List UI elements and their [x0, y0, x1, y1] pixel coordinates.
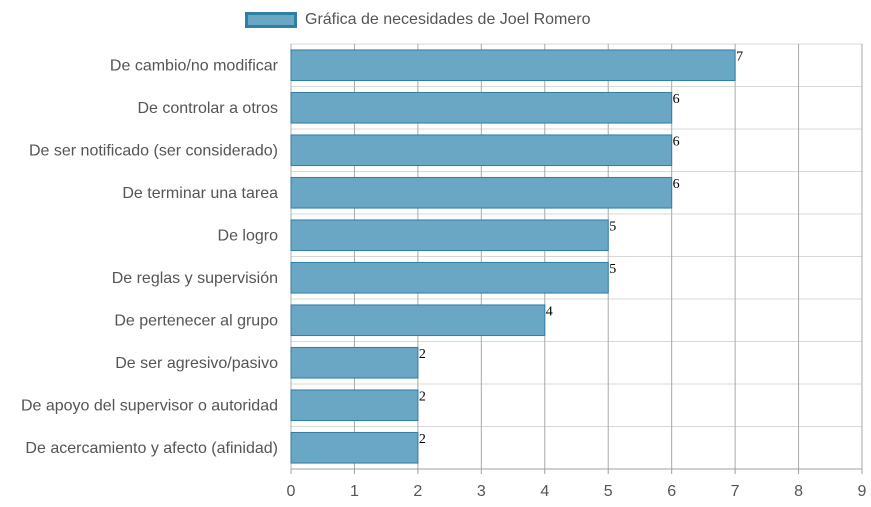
data-label: 6 [673, 177, 680, 192]
bar [290, 304, 546, 337]
x-tick-label: 9 [858, 483, 867, 500]
data-label: 5 [609, 262, 616, 277]
bar [290, 389, 419, 422]
data-label: 2 [419, 389, 426, 404]
category-label: De reglas y supervisión [112, 270, 278, 287]
x-tick-label: 4 [540, 483, 549, 500]
x-tick-label: 3 [477, 483, 486, 500]
category-label: De cambio/no modificar [110, 57, 279, 74]
bar [290, 49, 736, 82]
bar [290, 134, 673, 167]
bar [290, 91, 673, 124]
data-label: 5 [609, 219, 616, 234]
x-tick-label: 0 [287, 483, 296, 500]
data-label: 6 [673, 134, 680, 149]
x-tick-label: 8 [794, 483, 803, 500]
x-tick-label: 5 [604, 483, 613, 500]
x-tick-label: 2 [413, 483, 422, 500]
category-label: De logro [218, 227, 279, 244]
data-label: 7 [736, 49, 743, 64]
data-label: 4 [546, 304, 553, 319]
category-label: De ser agresivo/pasivo [115, 355, 278, 372]
bar [290, 219, 609, 252]
bar [290, 346, 419, 379]
data-label: 6 [673, 92, 680, 107]
category-label: De apoyo del supervisor o autoridad [21, 397, 278, 414]
x-tick-label: 6 [667, 483, 676, 500]
bar [290, 261, 609, 294]
category-label: De acercamiento y afecto (afinidad) [25, 440, 278, 457]
legend-swatch [245, 12, 297, 28]
data-label: 2 [419, 432, 426, 447]
x-tick-label: 1 [350, 483, 359, 500]
data-label: 2 [419, 347, 426, 362]
chart-legend: Gráfica de necesidades de Joel Romero [245, 10, 591, 30]
bar [290, 176, 673, 209]
bar [290, 431, 419, 464]
category-label: De terminar una tarea [122, 185, 278, 202]
x-tick-label: 7 [731, 483, 740, 500]
category-label: De ser notificado (ser considerado) [29, 142, 278, 159]
category-label: De controlar a otros [137, 100, 278, 117]
category-label: De pertenecer al grupo [114, 312, 278, 329]
legend-label: Gráfica de necesidades de Joel Romero [305, 11, 591, 28]
